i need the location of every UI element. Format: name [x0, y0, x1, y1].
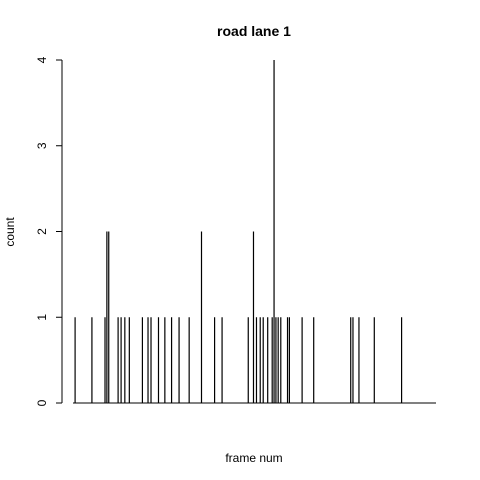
- y-axis: 0 1 2 3 4: [35, 56, 63, 406]
- y-tick-label: 1: [35, 314, 49, 321]
- bars-group: [74, 60, 403, 403]
- y-tick-label: 0: [35, 399, 49, 406]
- y-axis-label: count: [3, 217, 17, 247]
- chart-title: road lane 1: [217, 23, 291, 39]
- y-tick-label: 2: [35, 228, 49, 235]
- y-tick-label: 3: [35, 142, 49, 149]
- x-axis-label: frame num: [225, 451, 282, 465]
- y-tick-label: 4: [35, 56, 49, 63]
